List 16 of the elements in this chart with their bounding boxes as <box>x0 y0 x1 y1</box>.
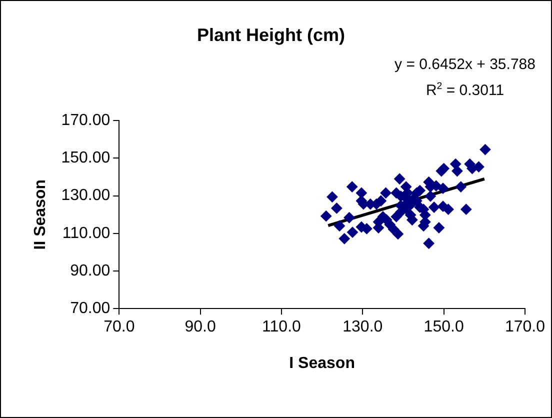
y-tick-label: 70.00 <box>70 300 110 318</box>
y-tick-label: 90.00 <box>70 262 110 280</box>
y-tick-label: 150.00 <box>61 150 110 167</box>
x-axis-title: I Season <box>289 354 355 372</box>
chart-title: Plant Height (cm) <box>196 24 346 45</box>
x-tick-label: 110.0 <box>262 318 302 336</box>
y-tick-label: 170.00 <box>61 112 110 130</box>
x-tick-label: 70.0 <box>104 318 135 336</box>
text: y = 0.6452x + 35.788 <box>394 56 536 73</box>
x-tick-label: 170.0 <box>504 318 546 336</box>
y-tick-label: 130.00 <box>61 187 110 204</box>
x-tick-label: 90.0 <box>184 318 216 336</box>
y-axis-title: II Season <box>32 179 50 250</box>
x-tick-label: 150.0 <box>424 318 464 336</box>
y-tick-label: 110.00 <box>62 224 110 242</box>
x-tick-label: 130.0 <box>342 318 383 336</box>
